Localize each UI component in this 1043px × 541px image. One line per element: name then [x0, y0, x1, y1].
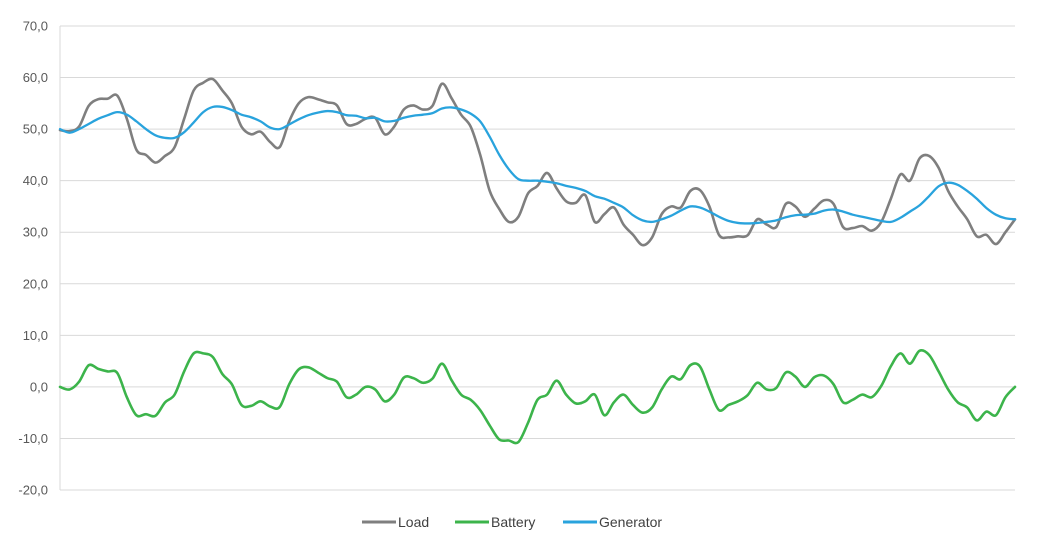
y-tick-label: 10,0 — [23, 328, 48, 343]
legend-label-load: Load — [398, 514, 429, 530]
series-line-battery — [58, 349, 1017, 445]
y-tick-label: 50,0 — [23, 122, 48, 137]
y-axis-tick-labels: 70,0 60,0 50,0 40,0 30,0 20,0 10,0 0,0 -10,0 -20,… — [18, 19, 48, 498]
y-tick-label: 40,0 — [23, 173, 48, 188]
y-tick-label: 20,0 — [23, 276, 48, 291]
gridlines — [60, 25, 1015, 491]
series-line-load — [58, 77, 1017, 247]
y-tick-label: -10,0 — [18, 431, 48, 446]
series-lines — [58, 77, 1017, 445]
y-tick-label: 0,0 — [30, 379, 48, 394]
y-tick-label: -20,0 — [18, 483, 48, 498]
series-line-generator — [58, 105, 1017, 225]
legend: Load Battery Generator — [362, 514, 662, 530]
legend-label-battery: Battery — [491, 514, 535, 530]
y-tick-label: 30,0 — [23, 225, 48, 240]
y-tick-label: 60,0 — [23, 70, 48, 85]
y-tick-label: 70,0 — [23, 19, 48, 34]
legend-label-generator: Generator — [599, 514, 662, 530]
